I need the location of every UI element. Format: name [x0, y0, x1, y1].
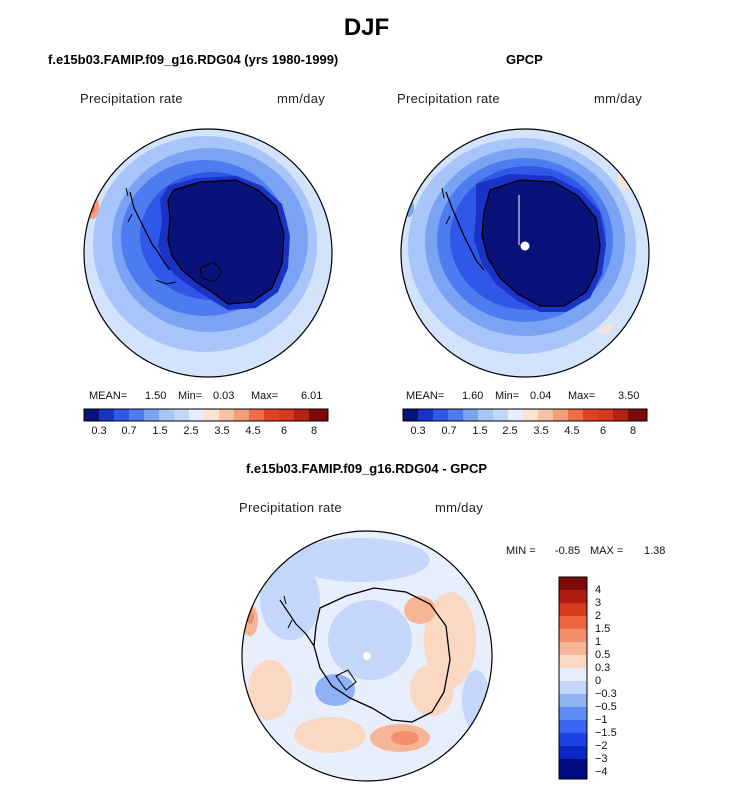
panel3-cbar-tick: 4 — [595, 584, 602, 596]
panel3-cbar-tick: 0.5 — [595, 649, 611, 661]
panel3-cbar-tick: −4 — [595, 766, 608, 778]
panel2-cbar-tick: 8 — [629, 425, 637, 437]
panel2-variable: Precipitation rate — [397, 91, 500, 106]
panel1-mean-value: 1.50 — [145, 390, 167, 402]
panel1-colorbar — [83, 408, 329, 422]
panel1-cbar-tick: 4.5 — [245, 425, 261, 437]
panel1-cbar-tick: 8 — [310, 425, 318, 437]
panel1-variable: Precipitation rate — [80, 91, 183, 106]
panel3-cbar-tick: 2 — [595, 610, 602, 622]
panel3-cbar-tick: 1 — [595, 636, 602, 648]
panel1-max-value: 6.01 — [301, 390, 323, 402]
panel2-cbar-tick: 2.5 — [502, 425, 518, 437]
panel3-cbar-tick: −0.5 — [595, 701, 617, 713]
panel3-cbar-tick: −1 — [595, 714, 608, 726]
panel2-cbar-tick: 3.5 — [533, 425, 549, 437]
panel3-cbar-tick: −3 — [595, 753, 608, 765]
panel3-cbar-tick: 0.3 — [595, 662, 611, 674]
panel1-cbar-tick: 3.5 — [214, 425, 230, 437]
panel3-min-value: -0.85 — [555, 545, 581, 557]
panel1-cbar-tick: 6 — [280, 425, 288, 437]
panel1-cbar-tick: 0.3 — [91, 425, 107, 437]
panel2-map — [400, 128, 650, 378]
panel1-min-value: 0.03 — [213, 390, 235, 402]
panel3-title: f.e15b03.FAMIP.f09_g16.RDG04 - GPCP — [245, 461, 488, 476]
panel3-cbar-tick: −2 — [595, 740, 608, 752]
panel3-cbar-tick: −1.5 — [595, 727, 617, 739]
panel1-cbar-tick: 2.5 — [183, 425, 199, 437]
panel2-cbar-tick: 1.5 — [472, 425, 488, 437]
panel3-max-label: MAX = — [590, 545, 624, 557]
panel1-mean-label: MEAN= — [89, 390, 128, 402]
pole-marker — [520, 241, 530, 251]
panel3-cbar-tick: 3 — [595, 597, 602, 609]
panel2-cbar-tick: 0.7 — [441, 425, 457, 437]
panel3-map — [241, 530, 493, 782]
panel2-cbar-tick: 0.3 — [410, 425, 426, 437]
panel3-cbar-tick: −0.3 — [595, 688, 617, 700]
panel1-cbar-tick: 0.7 — [121, 425, 137, 437]
panel1-units: mm/day — [277, 91, 326, 106]
panel2-cbar-tick: 4.5 — [564, 425, 580, 437]
figure-title: DJF — [343, 14, 390, 41]
panel3-max-value: 1.38 — [644, 545, 666, 557]
panel2-cbar-tick: 6 — [599, 425, 607, 437]
panel3-cbar-tick: 0 — [595, 675, 602, 687]
panel3-cbar-tick: 1.5 — [595, 623, 611, 635]
panel2-units: mm/day — [594, 91, 643, 106]
panel2-mean-label: MEAN= — [406, 390, 445, 402]
panel2-min-label: Min= — [495, 390, 520, 402]
panel2-mean-value: 1.60 — [462, 390, 484, 402]
panel1-min-label: Min= — [178, 390, 203, 402]
panel2-title: GPCP — [506, 52, 543, 67]
panel2-max-value: 3.50 — [618, 390, 640, 402]
panel3-units: mm/day — [435, 500, 484, 515]
panel1-cbar-tick: 1.5 — [152, 425, 168, 437]
panel1-max-label: Max= — [251, 390, 279, 402]
panel2-max-label: Max= — [568, 390, 596, 402]
panel2-colorbar — [402, 408, 648, 422]
panel1-map — [83, 128, 333, 378]
panel3-variable: Precipitation rate — [239, 500, 342, 515]
panel3-min-label: MIN = — [506, 545, 536, 557]
pole-marker — [363, 652, 371, 660]
panel3-colorbar — [558, 576, 588, 780]
panel2-min-value: 0.04 — [530, 390, 552, 402]
panel1-title: f.e15b03.FAMIP.f09_g16.RDG04 (yrs 1980-1… — [48, 52, 339, 67]
